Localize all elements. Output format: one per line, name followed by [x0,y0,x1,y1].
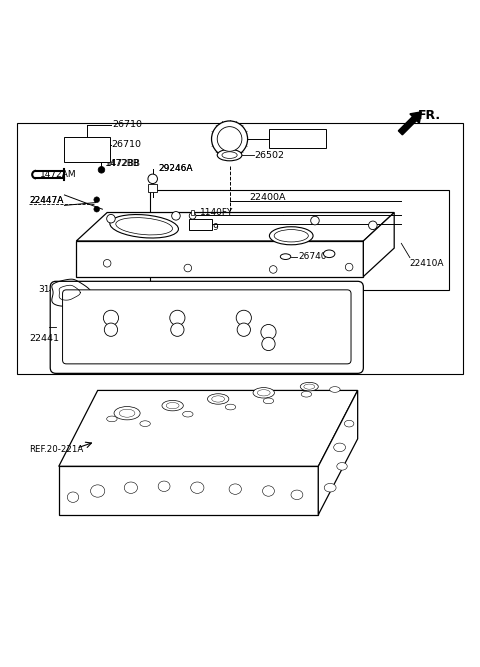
Ellipse shape [119,410,135,417]
Bar [269,129,326,147]
Text: 1472BB: 1472BB [105,159,140,168]
Ellipse shape [158,481,170,492]
Ellipse shape [257,390,270,396]
Ellipse shape [324,484,336,492]
FancyBboxPatch shape [50,281,363,374]
Circle shape [189,213,196,219]
Text: 22441: 22441 [29,334,59,343]
Circle shape [269,265,277,273]
Bar [150,190,449,290]
Polygon shape [318,390,358,515]
Ellipse shape [91,485,105,497]
Text: 22400A: 22400A [250,193,286,202]
Circle shape [98,167,105,173]
Ellipse shape [124,482,137,494]
Polygon shape [76,213,394,241]
Ellipse shape [222,152,237,159]
Bar [17,123,463,374]
Circle shape [94,206,99,212]
Circle shape [107,214,115,223]
Text: 26710: 26710 [112,120,143,129]
Text: 1472AM: 1472AM [40,169,76,179]
FancyArrow shape [398,112,421,135]
Text: 22447A: 22447A [29,196,63,205]
Circle shape [261,324,276,340]
Circle shape [212,121,248,157]
Text: 1472BB: 1472BB [106,159,141,168]
Text: FR.: FR. [418,109,441,122]
Ellipse shape [116,217,172,235]
Ellipse shape [212,396,225,402]
FancyBboxPatch shape [62,290,351,364]
Ellipse shape [182,412,193,417]
Circle shape [369,221,377,229]
Ellipse shape [140,421,150,426]
Ellipse shape [166,402,179,409]
Ellipse shape [269,227,313,245]
Ellipse shape [191,482,204,494]
Text: 26710: 26710 [111,140,141,149]
Circle shape [262,338,275,351]
Polygon shape [76,241,363,277]
Bar [191,210,194,215]
Circle shape [104,323,118,336]
Polygon shape [59,390,358,466]
Circle shape [236,310,252,325]
Polygon shape [59,466,318,515]
Ellipse shape [225,404,236,410]
Text: 26510: 26510 [271,133,301,143]
Ellipse shape [334,443,346,452]
Circle shape [184,264,192,272]
Ellipse shape [107,416,117,422]
Ellipse shape [291,490,303,500]
Circle shape [217,127,242,151]
Circle shape [94,197,99,203]
Ellipse shape [300,382,318,391]
Circle shape [103,310,119,325]
Circle shape [311,216,319,225]
Text: 1140FY: 1140FY [200,207,233,217]
Text: 29246A: 29246A [158,164,193,173]
Text: 37369: 37369 [190,223,219,231]
Ellipse shape [67,492,79,502]
Ellipse shape [274,229,308,242]
Bar [63,137,110,162]
Text: 22410A: 22410A [410,259,444,267]
Text: REF.20-221A: REF.20-221A [29,446,83,454]
Ellipse shape [324,250,335,257]
Ellipse shape [207,394,229,404]
Circle shape [170,310,185,325]
Ellipse shape [263,486,275,496]
Text: 26740: 26740 [298,252,326,261]
Ellipse shape [263,398,274,404]
Ellipse shape [217,149,242,161]
Ellipse shape [229,484,241,494]
Circle shape [103,259,111,267]
Ellipse shape [301,392,312,397]
Circle shape [172,211,180,220]
Circle shape [171,323,184,336]
Ellipse shape [253,388,275,398]
Ellipse shape [337,462,347,470]
Polygon shape [363,213,394,277]
Ellipse shape [330,387,340,392]
Ellipse shape [344,420,354,427]
Text: 29246A: 29246A [158,164,193,173]
Circle shape [237,323,251,336]
Ellipse shape [304,384,315,390]
Ellipse shape [162,400,183,411]
Circle shape [345,263,353,271]
Circle shape [148,174,157,183]
Ellipse shape [280,253,291,259]
Ellipse shape [114,407,140,420]
Text: 26502: 26502 [254,151,284,159]
Bar [148,183,157,192]
Text: 31822: 31822 [38,285,67,294]
Bar [189,219,212,230]
Ellipse shape [110,215,179,238]
Text: 22447A: 22447A [29,196,63,205]
